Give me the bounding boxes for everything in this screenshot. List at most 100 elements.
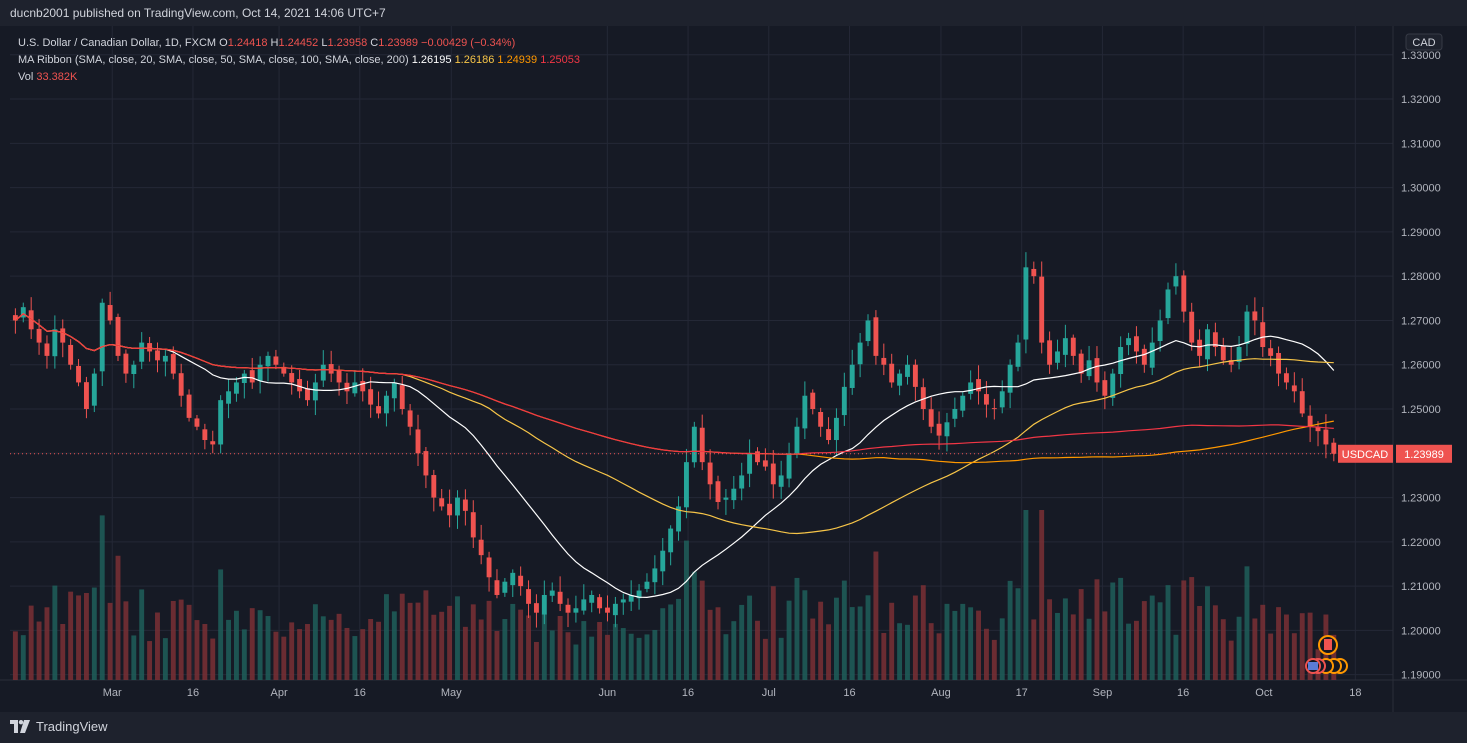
candle-body[interactable] [976, 379, 981, 392]
candle-body[interactable] [1299, 391, 1305, 414]
candle-body[interactable] [305, 388, 310, 401]
candle-body[interactable] [1141, 348, 1147, 365]
candle-body[interactable] [431, 475, 437, 498]
candle-body[interactable] [683, 462, 689, 508]
candle-body[interactable] [510, 572, 516, 586]
candle-body[interactable] [778, 475, 784, 487]
candle-body[interactable] [289, 373, 295, 383]
candle-body[interactable] [865, 320, 871, 342]
candle-body[interactable] [1307, 415, 1313, 427]
candle-body[interactable] [1276, 352, 1281, 374]
candle-body[interactable] [1047, 340, 1053, 365]
candle-body[interactable] [668, 528, 674, 553]
candle-body[interactable] [565, 604, 571, 613]
candle-body[interactable] [849, 364, 855, 388]
candle-body[interactable] [115, 316, 121, 356]
candle-body[interactable] [44, 343, 50, 356]
candle-body[interactable] [818, 411, 824, 427]
candle-body[interactable] [905, 364, 910, 377]
candle-body[interactable] [1023, 267, 1029, 340]
candle-body[interactable] [1252, 311, 1258, 321]
candle-body[interactable] [439, 498, 445, 507]
candle-body[interactable] [873, 317, 879, 356]
candle-body[interactable] [747, 453, 753, 474]
candle-body[interactable] [841, 386, 847, 416]
candle-body[interactable] [1062, 338, 1068, 355]
candle-body[interactable] [794, 426, 800, 454]
candle-body[interactable] [344, 382, 350, 392]
candle-body[interactable] [1110, 373, 1116, 398]
candle-body[interactable] [162, 355, 168, 362]
candle-body[interactable] [1189, 311, 1195, 343]
candle-body[interactable] [1039, 276, 1045, 343]
candle-body[interactable] [233, 382, 239, 394]
candle-body[interactable] [612, 603, 618, 616]
candle-body[interactable] [352, 382, 358, 394]
candle-body[interactable] [676, 506, 681, 532]
candle-body[interactable] [660, 550, 666, 572]
candle-body[interactable] [786, 453, 792, 479]
candle-body[interactable] [1244, 311, 1250, 344]
candle-body[interactable] [1102, 380, 1108, 396]
candle-body[interactable] [1015, 342, 1021, 367]
candle-body[interactable] [541, 594, 547, 615]
candle-body[interactable] [802, 395, 808, 429]
candle-body[interactable] [889, 363, 895, 383]
tradingview-logo[interactable]: TradingView [10, 719, 108, 734]
candle-body[interactable] [273, 356, 279, 365]
candle-body[interactable] [1157, 320, 1163, 342]
candle-body[interactable] [1133, 336, 1139, 352]
candle-body[interactable] [826, 429, 831, 441]
candle-body[interactable] [1181, 275, 1187, 312]
candle-body[interactable] [155, 350, 160, 361]
candle-body[interactable] [170, 354, 176, 374]
candle-body[interactable] [991, 408, 997, 410]
candle-body[interactable] [1205, 329, 1210, 360]
candle-body[interactable] [241, 373, 247, 384]
candle-body[interactable] [83, 382, 89, 410]
candle-body[interactable] [218, 400, 224, 445]
candle-body[interactable] [147, 343, 153, 352]
candle-body[interactable] [1055, 351, 1060, 363]
candle-body[interactable] [1094, 358, 1100, 383]
candle-body[interactable] [762, 460, 768, 467]
candle-body[interactable] [881, 357, 887, 365]
candle-body[interactable] [336, 370, 342, 383]
candle-body[interactable] [1323, 429, 1329, 445]
candle-body[interactable] [1315, 427, 1321, 432]
candle-body[interactable] [644, 581, 650, 589]
candle-body[interactable] [526, 589, 531, 604]
candle-body[interactable] [99, 302, 105, 372]
candle-body[interactable] [478, 539, 484, 556]
candle-body[interactable] [897, 373, 903, 386]
candle-body[interactable] [1197, 339, 1203, 356]
candle-body[interactable] [755, 451, 760, 463]
candle-body[interactable] [699, 427, 705, 463]
candle-body[interactable] [1236, 347, 1242, 362]
candle-body[interactable] [1212, 332, 1218, 348]
candle-body[interactable] [407, 410, 413, 427]
candle-body[interactable] [131, 364, 137, 375]
candle-body[interactable] [652, 568, 658, 583]
candle-body[interactable] [486, 557, 492, 578]
candle-body[interactable] [605, 607, 610, 613]
candle-body[interactable] [1173, 276, 1179, 287]
candle-body[interactable] [1268, 348, 1274, 356]
candle-body[interactable] [76, 365, 81, 383]
candle-body[interactable] [462, 499, 468, 511]
candle-body[interactable] [328, 364, 334, 374]
candle-body[interactable] [1283, 373, 1289, 383]
candle-body[interactable] [518, 575, 524, 587]
candle-body[interactable] [1260, 322, 1266, 348]
price-chart-svg[interactable]: 1.33000 1.32000 1.31000 1.30000 1.29000 1.280… [0, 26, 1467, 712]
candle-body[interactable] [376, 406, 381, 414]
candle-body[interactable] [857, 342, 863, 365]
candle-body[interactable] [810, 392, 816, 410]
candle-body[interactable] [447, 503, 453, 516]
candle-body[interactable] [581, 599, 587, 611]
candle-body[interactable] [60, 328, 66, 343]
candle-body[interactable] [178, 373, 184, 396]
candle-body[interactable] [533, 603, 539, 613]
candle-body[interactable] [210, 441, 216, 445]
candle-body[interactable] [1165, 289, 1171, 319]
